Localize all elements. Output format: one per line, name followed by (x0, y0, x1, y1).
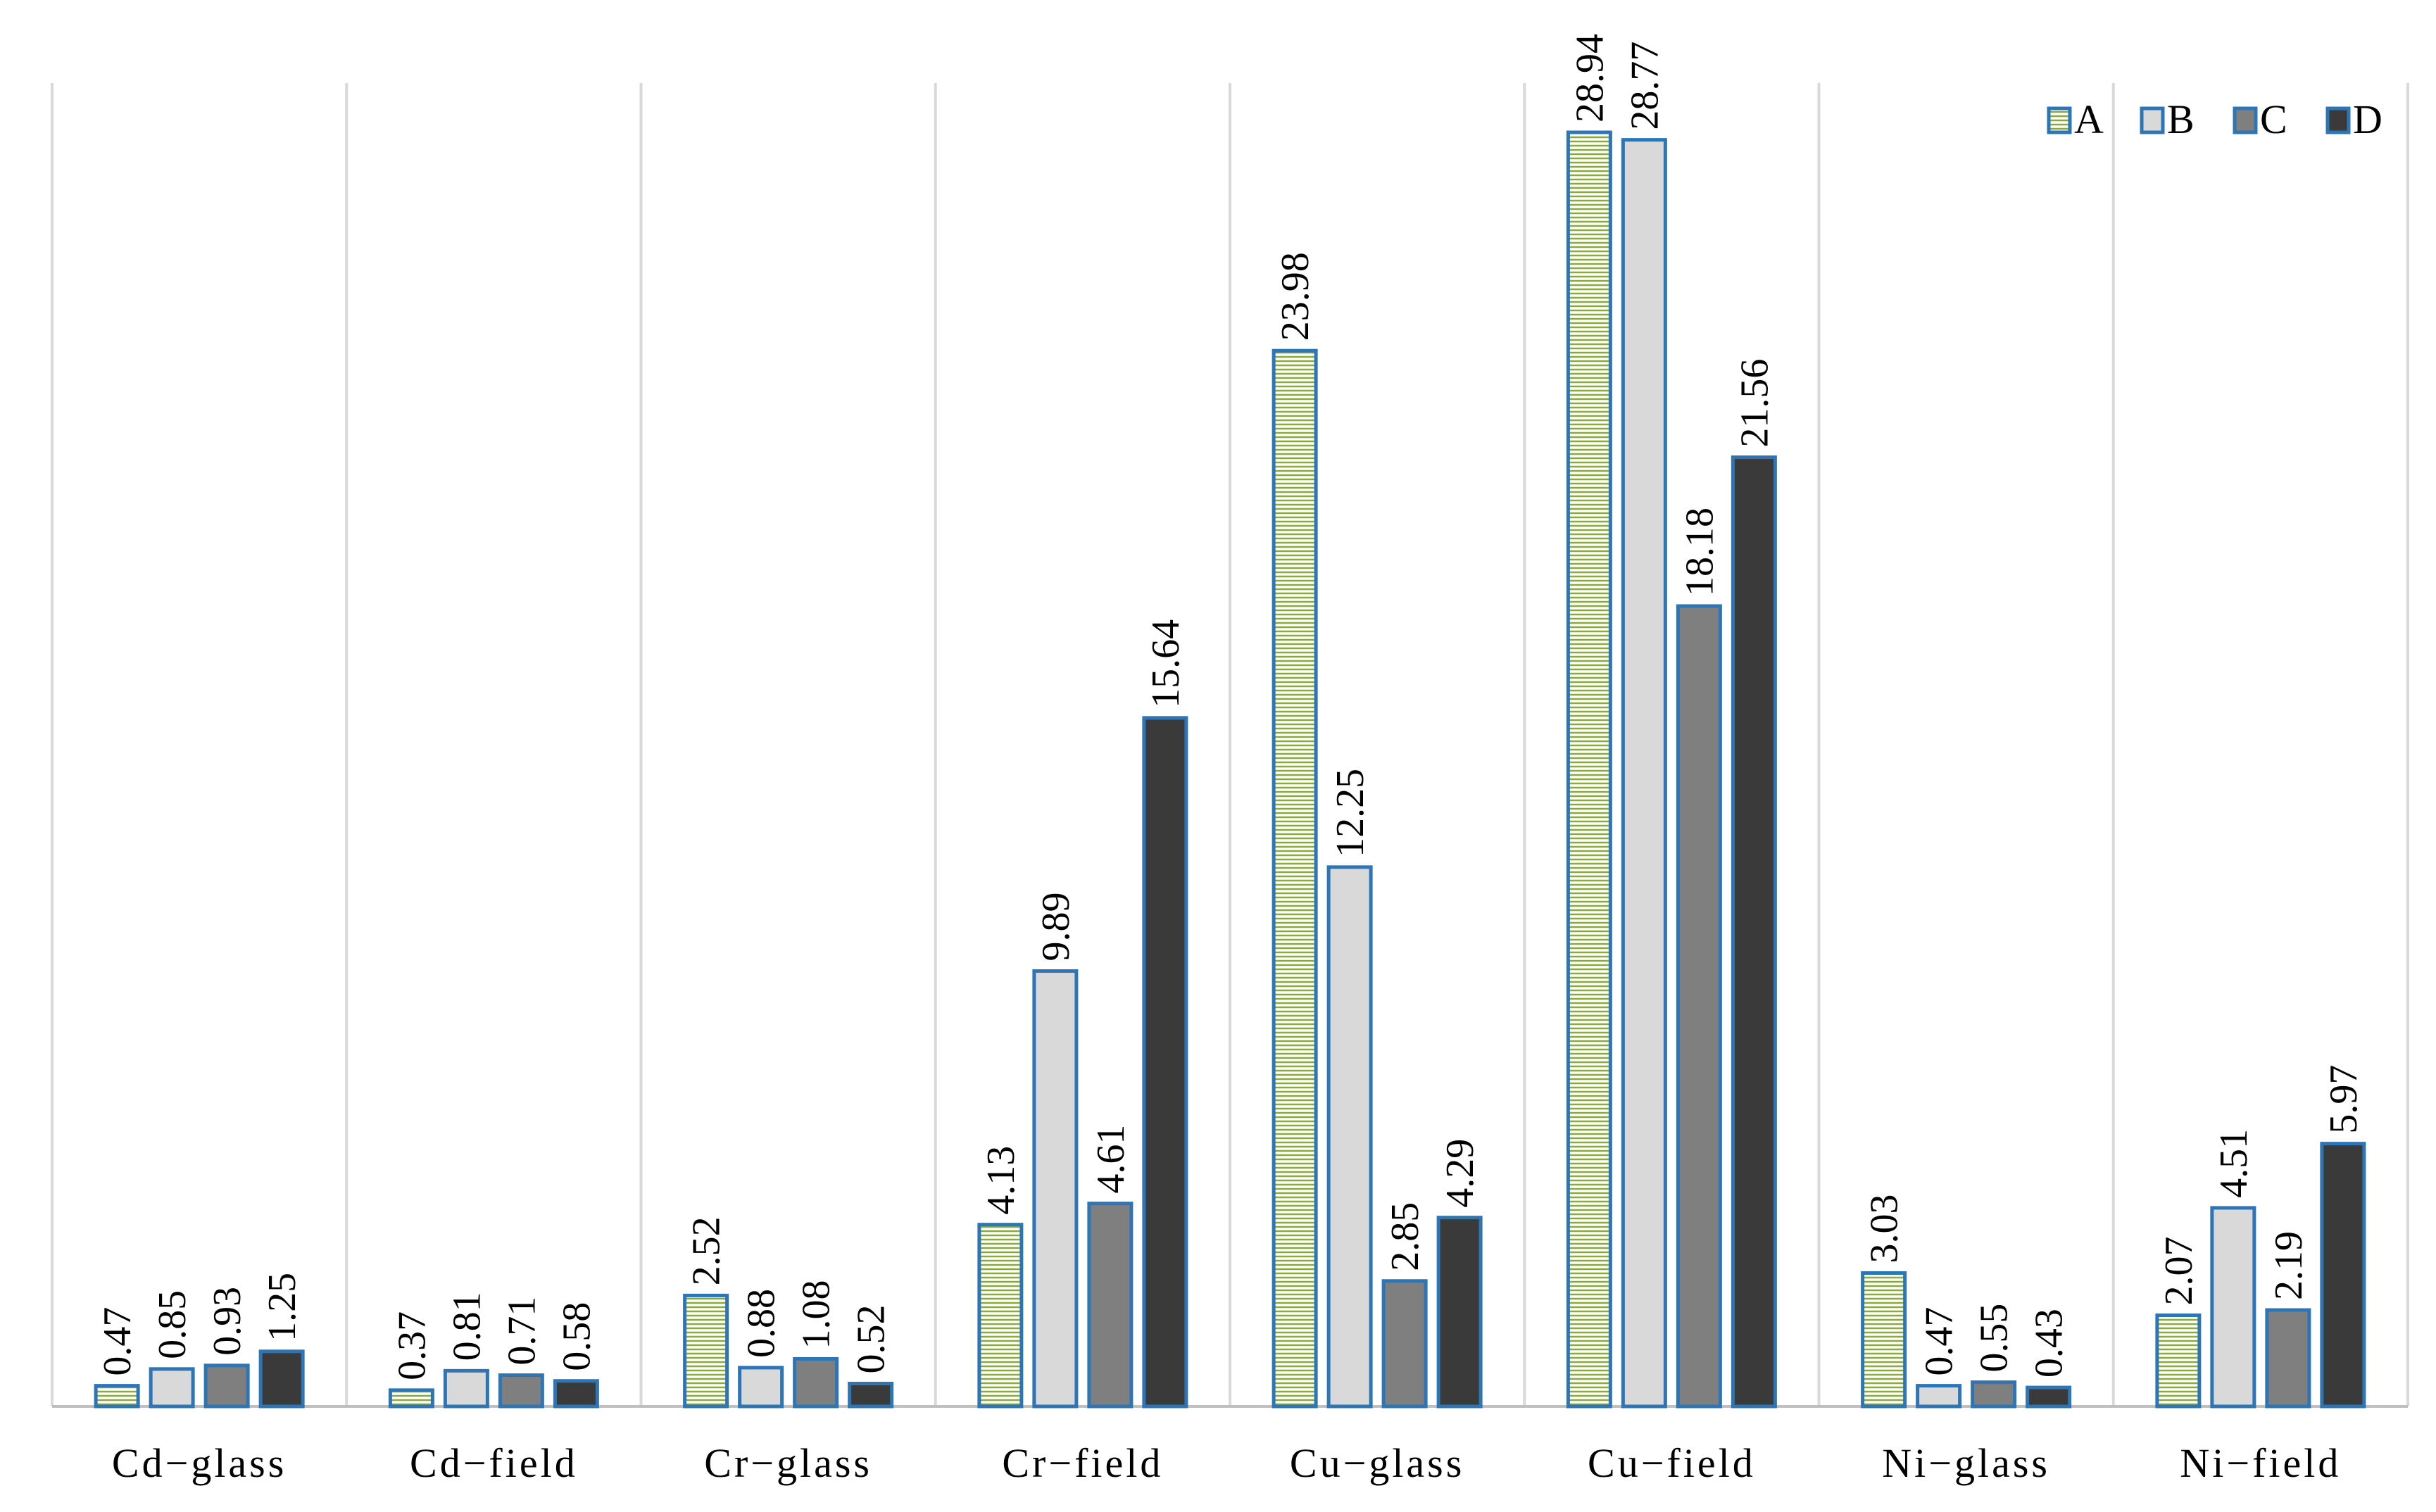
bar-D-3 (1142, 716, 1188, 1409)
bar-A-5 (1566, 130, 1612, 1409)
data-label-D-4: 4.29 (1438, 1139, 1482, 1208)
bar-A-0 (94, 1384, 140, 1409)
bars (94, 130, 2366, 1409)
data-label-C-2: 1.08 (795, 1280, 839, 1349)
legend-label-C: C (2260, 96, 2287, 142)
bar-D-5 (1731, 455, 1777, 1409)
bar-B-3 (1032, 969, 1079, 1409)
bar-C-2 (793, 1356, 839, 1409)
data-label-D-3: 15.64 (1144, 619, 1188, 708)
data-label-A-5: 28.94 (1568, 34, 1612, 122)
bar-D-1 (553, 1379, 599, 1409)
bar-D-7 (2320, 1142, 2366, 1409)
category-label: Cr−field (1002, 1440, 1163, 1486)
bar-B-5 (1621, 138, 1667, 1409)
category-label: Cu−field (1588, 1440, 1756, 1486)
data-label-A-1: 0.37 (390, 1311, 434, 1380)
data-label-B-0: 0.85 (151, 1290, 194, 1359)
data-label-C-5: 18.18 (1678, 508, 1721, 596)
legend-swatch-A (2047, 106, 2072, 134)
bar-C-1 (498, 1373, 544, 1409)
legend-swatch-C (2233, 106, 2258, 134)
data-label-D-5: 21.56 (1733, 359, 1776, 448)
data-label-B-5: 28.77 (1623, 42, 1666, 130)
data-label-C-0: 0.93 (206, 1287, 249, 1356)
data-label-C-1: 0.71 (500, 1297, 544, 1366)
data-label-A-4: 23.98 (1274, 252, 1317, 341)
bar-C-0 (203, 1363, 250, 1409)
legend-swatch-B (2140, 106, 2165, 134)
data-label-B-6: 0.47 (1918, 1307, 1961, 1376)
data-label-B-1: 0.81 (445, 1292, 489, 1361)
data-label-A-6: 3.03 (1863, 1194, 1907, 1263)
bar-A-6 (1861, 1271, 1907, 1409)
category-label: Cr−glass (704, 1440, 872, 1486)
bar-D-4 (1436, 1216, 1483, 1409)
bar-D-0 (258, 1349, 305, 1409)
bar-C-4 (1381, 1279, 1428, 1409)
data-label-B-3: 9.89 (1034, 892, 1078, 961)
bar-B-2 (738, 1366, 784, 1409)
bar-B-0 (149, 1367, 195, 1409)
data-label-B-2: 0.88 (740, 1289, 784, 1358)
legend-label-D: D (2353, 96, 2382, 142)
category-label: Ni−glass (1882, 1440, 2050, 1486)
bar-C-3 (1087, 1202, 1134, 1409)
bar-A-7 (2155, 1313, 2202, 1409)
grid-lines (51, 83, 2409, 1408)
bar-A-3 (977, 1223, 1024, 1409)
data-label-D-6: 0.43 (2028, 1309, 2071, 1378)
legend: A B C D (2047, 96, 2382, 142)
data-label-B-4: 12.25 (1329, 769, 1372, 857)
legend-label-B: B (2167, 96, 2195, 142)
category-label: Cd−glass (112, 1440, 287, 1486)
bar-A-1 (388, 1388, 434, 1409)
bar-B-4 (1326, 865, 1373, 1409)
data-labels: 0.47 0.85 0.93 1.25 0.37 0.81 0.71 0.58 2.520.88… (96, 34, 2366, 1380)
category-label: Ni−field (2180, 1440, 2341, 1486)
data-label-D-2: 0.52 (850, 1304, 893, 1373)
bar-A-2 (683, 1293, 729, 1409)
category-label: Cd−field (410, 1440, 578, 1486)
bar-B-1 (443, 1368, 489, 1409)
legend-swatch-D (2325, 106, 2351, 134)
legend-label-A: A (2074, 96, 2104, 142)
bar-A-4 (1272, 348, 1318, 1409)
data-label-A-3: 4.13 (979, 1146, 1023, 1215)
bar-D-6 (2026, 1385, 2072, 1409)
bar-C-7 (2265, 1308, 2311, 1409)
bar-C-6 (1971, 1380, 2017, 1409)
data-label-C-3: 4.61 (1089, 1125, 1133, 1194)
data-label-D-7: 5.97 (2322, 1065, 2366, 1134)
category-labels: Cd−glass Cd−field Cr−glass Cr−field Cu−glass… (112, 1440, 2341, 1486)
data-label-B-7: 4.51 (2212, 1129, 2256, 1198)
data-label-A-0: 0.47 (96, 1307, 139, 1376)
data-label-C-4: 2.85 (1383, 1202, 1427, 1271)
bar-B-6 (1916, 1384, 1962, 1409)
data-label-A-7: 2.07 (2157, 1237, 2201, 1306)
category-label: Cu−glass (1290, 1440, 1464, 1486)
data-label-A-2: 2.52 (685, 1216, 729, 1285)
data-label-C-6: 0.55 (1973, 1304, 2016, 1373)
bar-D-2 (848, 1381, 894, 1409)
data-label-D-0: 1.25 (260, 1273, 304, 1342)
bar-C-5 (1676, 604, 1722, 1409)
data-label-C-7: 2.19 (2267, 1231, 2311, 1300)
data-label-D-1: 0.58 (555, 1302, 598, 1371)
bar-B-7 (2210, 1206, 2256, 1409)
